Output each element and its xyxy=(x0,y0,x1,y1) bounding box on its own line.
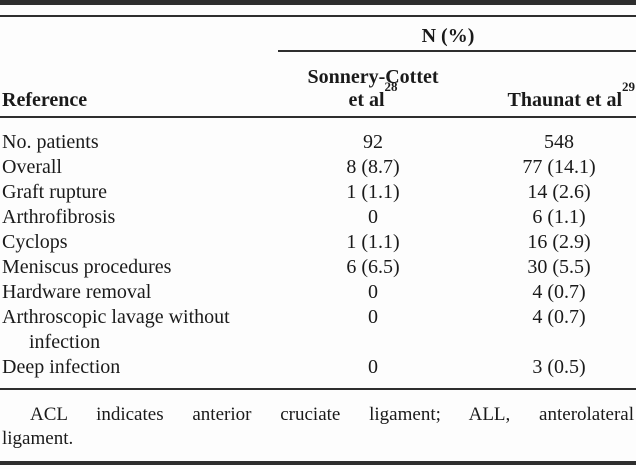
cell-thaunat: 16 (2.9) xyxy=(527,231,591,253)
row-label: Hardware removal xyxy=(2,281,152,303)
cell-sonnery: 0 xyxy=(368,206,378,228)
cell-sonnery: 0 xyxy=(368,306,378,328)
cell-sonnery: 92 xyxy=(363,131,383,153)
row-label: Graft rupture xyxy=(2,181,107,203)
row-label: Arthrofibrosis xyxy=(2,206,116,228)
cell-sonnery: 1 (1.1) xyxy=(346,231,400,253)
row-label: Cyclops xyxy=(2,231,68,253)
cell-sonnery: 0 xyxy=(368,281,378,303)
top-thin-rule xyxy=(0,15,636,17)
row-label-line2: infection xyxy=(29,331,101,353)
cell-thaunat: 30 (5.5) xyxy=(527,256,591,278)
cell-thaunat: 77 (14.1) xyxy=(522,156,596,178)
span-header-row: N (%) xyxy=(0,17,636,52)
table-row: Arthrofibrosis 0 6 (1.1) xyxy=(0,205,636,230)
footnote-separator-rule xyxy=(0,388,636,390)
cell-thaunat: 14 (2.6) xyxy=(527,181,591,203)
cell-thaunat: 548 xyxy=(544,131,574,153)
column-header-sonnery-cottet: Sonnery-Cottet et al28 xyxy=(278,66,468,116)
cell-thaunat: 3 (0.5) xyxy=(532,356,586,378)
cell-sonnery: 6 (6.5) xyxy=(346,256,400,278)
table-row: Arthroscopic lavage without infection 0 … xyxy=(0,305,636,355)
column-header-reference: Reference xyxy=(2,89,88,111)
cell-sonnery: 0 xyxy=(368,356,378,378)
row-label-line1: Arthroscopic lavage without xyxy=(2,306,230,328)
table-footnote: ACL indicates anterior cruciate ligament… xyxy=(0,390,636,451)
cell-sonnery: 8 (8.7) xyxy=(346,156,400,178)
row-label: Deep infection xyxy=(2,356,121,378)
cell-thaunat: 4 (0.7) xyxy=(532,281,586,303)
row-label: Meniscus procedures xyxy=(2,256,172,278)
citation-superscript-28: 28 xyxy=(384,79,398,95)
row-label: No. patients xyxy=(2,131,99,153)
row-label: Arthroscopic lavage without infection xyxy=(0,305,278,355)
table-row: Graft rupture 1 (1.1) 14 (2.6) xyxy=(0,180,636,205)
sonnery-header-line1: Sonnery-Cottet xyxy=(307,66,439,88)
cell-sonnery: 1 (1.1) xyxy=(346,181,400,203)
footnote-line2: ligament. xyxy=(2,428,74,449)
sonnery-header-line2: et al28 xyxy=(348,79,398,111)
table-body: No. patients 92 548 Overall 8 (8.7) 77 (… xyxy=(0,118,636,388)
table-row: Hardware removal 0 4 (0.7) xyxy=(0,280,636,305)
citation-superscript-29: 29 xyxy=(622,79,635,95)
table-row: Overall 8 (8.7) 77 (14.1) xyxy=(0,155,636,180)
span-header-label: N (%) xyxy=(421,25,475,47)
body-bottom-padding xyxy=(0,380,636,388)
table-row: No. patients 92 548 xyxy=(0,130,636,155)
cell-thaunat: 6 (1.1) xyxy=(532,206,586,228)
footnote-line1: ACL indicates anterior cruciate ligament… xyxy=(30,404,634,425)
column-header-row: Reference Sonnery-Cottet et al28 Thaunat… xyxy=(0,52,636,118)
span-header-n-percent: N (%) xyxy=(278,17,636,52)
row-label: Overall xyxy=(2,156,62,178)
column-header-thaunat: Thaunat et al29 xyxy=(507,79,635,111)
table-row: Meniscus procedures 6 (6.5) 30 (5.5) xyxy=(0,255,636,280)
bottom-rule xyxy=(0,461,636,465)
rule-gap xyxy=(0,5,636,15)
cell-thaunat: 4 (0.7) xyxy=(532,306,586,328)
table-row: Cyclops 1 (1.1) 16 (2.9) xyxy=(0,230,636,255)
top-thick-rule xyxy=(0,0,636,5)
table-row: Deep infection 0 3 (0.5) xyxy=(0,355,636,380)
